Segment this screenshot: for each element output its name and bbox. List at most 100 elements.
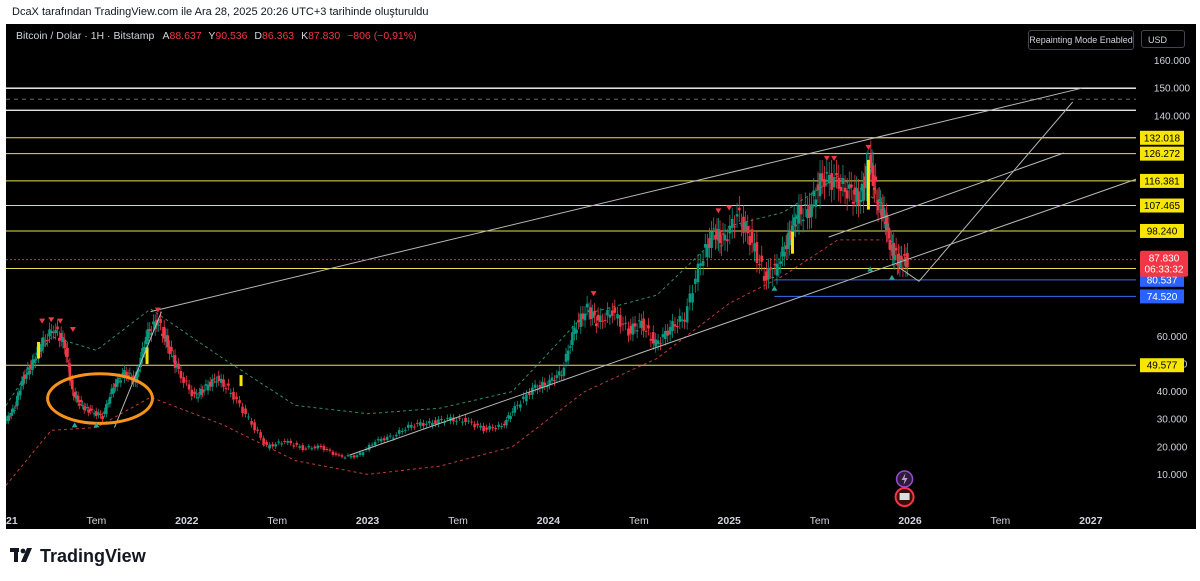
- highlight-candle: [866, 159, 870, 210]
- candle-body: [355, 455, 359, 457]
- candle-body: [855, 188, 858, 203]
- candle-body: [890, 240, 893, 242]
- price-chart[interactable]: 10.00020.00030.00040.00050.00060.000140.…: [6, 24, 1196, 529]
- candle-body: [701, 260, 705, 266]
- open-value: 88.637: [169, 30, 202, 42]
- candle-body: [779, 261, 783, 264]
- candle-body: [784, 245, 788, 250]
- low-value: 86.363: [262, 30, 295, 42]
- candle-body: [373, 441, 377, 446]
- candle-body: [19, 390, 22, 396]
- candle-body: [277, 441, 281, 443]
- candle-body: [108, 396, 112, 404]
- y-tick-label: 150.000: [1154, 84, 1191, 95]
- x-tick-label: 2025: [718, 515, 742, 527]
- candle-body: [29, 364, 33, 369]
- candle-body: [187, 384, 191, 390]
- candle-body: [733, 226, 736, 228]
- trendline[interactable]: [918, 101, 1074, 282]
- lower-band-line: [6, 239, 883, 486]
- candle-body: [726, 239, 729, 242]
- candle-body: [746, 226, 750, 234]
- candle-body: [250, 420, 253, 425]
- candle-body: [41, 337, 45, 347]
- candle-body: [865, 165, 868, 189]
- repainting-mode-button[interactable]: Repainting Mode Enabled: [1028, 30, 1134, 50]
- candle-body: [678, 315, 682, 322]
- candle-body: [179, 371, 183, 379]
- candle-body: [319, 445, 323, 448]
- sell-signal-marker: [69, 326, 76, 332]
- candle-body: [706, 244, 709, 258]
- candle-body: [659, 343, 662, 345]
- candle-body: [241, 406, 244, 414]
- candle-body: [171, 356, 175, 358]
- candle-body: [608, 314, 612, 318]
- candle-body: [268, 444, 271, 449]
- candle-body: [173, 355, 177, 368]
- trendline[interactable]: [898, 267, 920, 282]
- candle-body: [413, 426, 416, 428]
- candle-body: [710, 231, 713, 249]
- chart-panel[interactable]: 10.00020.00030.00040.00050.00060.000140.…: [6, 24, 1196, 529]
- trendline[interactable]: [828, 152, 1064, 238]
- candle-body: [198, 392, 201, 394]
- candle-body: [627, 328, 630, 336]
- candle-body: [541, 381, 544, 389]
- candle-body: [73, 391, 77, 398]
- candle-body: [253, 422, 256, 431]
- x-tick-label: 2021: [6, 515, 18, 527]
- candle-body: [162, 326, 166, 339]
- candle-body: [87, 410, 91, 413]
- candle-body: [106, 403, 110, 405]
- level-label-text: 80.537: [1147, 275, 1178, 286]
- trendline[interactable]: [114, 311, 162, 428]
- last-price-text: 87.830: [1149, 254, 1180, 265]
- candle-body: [874, 176, 877, 182]
- candle-body: [17, 392, 21, 396]
- candle-body: [295, 442, 299, 445]
- candle-body: [694, 278, 697, 284]
- candle-body: [119, 380, 123, 383]
- candle-body: [164, 335, 168, 342]
- level-label-text: 49.577: [1147, 361, 1178, 372]
- candle-body: [730, 218, 734, 228]
- candle-body: [753, 243, 756, 252]
- highlight-ellipse[interactable]: [46, 372, 154, 425]
- candle-body: [647, 325, 650, 329]
- candle-body: [857, 191, 860, 206]
- candle-body: [771, 277, 775, 279]
- candle-body: [59, 332, 63, 340]
- candle-body: [157, 324, 161, 326]
- candle-body: [765, 271, 768, 281]
- candle-body: [830, 173, 833, 190]
- candle-body: [247, 416, 250, 418]
- candle-body: [44, 340, 47, 342]
- candle-body: [467, 420, 470, 422]
- candle-body: [579, 313, 583, 327]
- candle-body: [881, 206, 885, 210]
- candle-body: [331, 451, 335, 455]
- trendline[interactable]: [150, 87, 1082, 313]
- buy-signal-marker: [71, 422, 78, 428]
- x-tick-label: Tem: [448, 515, 468, 527]
- candle-body: [808, 204, 811, 218]
- trendline[interactable]: [349, 178, 1137, 456]
- candle-body: [703, 244, 707, 248]
- candle-body: [720, 245, 723, 247]
- currency-button[interactable]: USD: [1141, 30, 1185, 48]
- highlight-candle: [37, 341, 41, 359]
- candle-body: [585, 303, 589, 308]
- candle-body: [208, 381, 212, 387]
- level-label-bg: [1140, 223, 1184, 238]
- candle-body: [204, 384, 208, 386]
- candle-body: [839, 186, 843, 191]
- level-label-text: 74.520: [1147, 292, 1178, 303]
- candle-body: [461, 421, 464, 423]
- candle-body: [161, 333, 164, 337]
- candle-body: [289, 440, 293, 444]
- x-tick-label: 2027: [1079, 515, 1103, 527]
- us-flag-icon: [899, 493, 910, 500]
- candle-body: [656, 340, 660, 345]
- candle-body: [54, 330, 58, 333]
